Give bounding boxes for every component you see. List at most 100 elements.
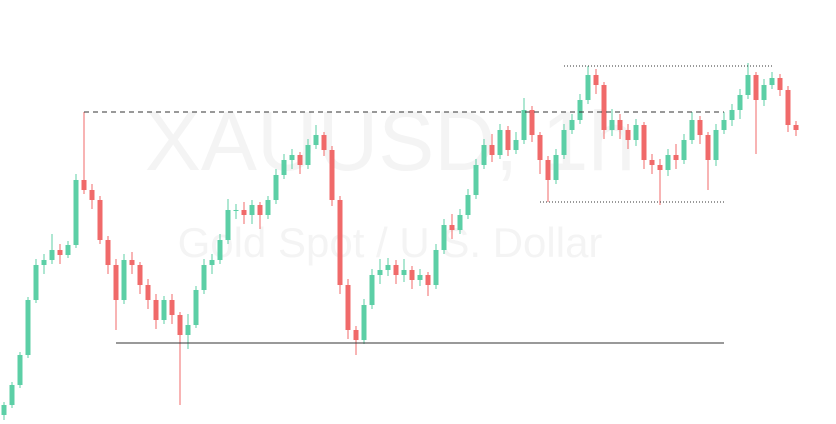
candle-body	[129, 260, 135, 265]
candle-body	[561, 130, 567, 155]
candle-body	[209, 260, 215, 265]
candle-body	[41, 260, 47, 265]
candle-body	[49, 250, 55, 260]
candle-body	[249, 205, 255, 215]
candle-body	[649, 160, 655, 165]
candle-body	[177, 315, 183, 335]
candle-body	[161, 300, 167, 320]
candle-body	[81, 180, 87, 190]
candle-body	[257, 205, 263, 215]
candle-body	[433, 250, 439, 285]
candle-body	[73, 180, 79, 245]
candle-body	[25, 300, 31, 355]
candle-body	[609, 120, 615, 130]
candle-body	[1, 405, 7, 415]
candle-body	[57, 250, 63, 255]
candle-body	[185, 325, 191, 335]
candle-body	[65, 245, 71, 255]
candle-body	[745, 75, 751, 95]
candle-body	[761, 85, 767, 100]
candle-body	[481, 145, 487, 165]
candle-body	[673, 155, 679, 160]
watermark-subtitle: Gold Spot / U.S. Dollar	[178, 219, 603, 266]
candle-body	[313, 135, 319, 145]
candle-body	[505, 130, 511, 150]
candle-body	[241, 210, 247, 215]
candle-body	[689, 120, 695, 140]
candle-body	[393, 265, 399, 275]
watermark-title: XAUUSD, 1h	[145, 94, 635, 188]
candle-body	[193, 290, 199, 325]
candle-body	[225, 210, 231, 240]
candle-body	[769, 78, 775, 85]
candle-body	[233, 210, 239, 211]
candle-body	[593, 75, 599, 85]
candle-body	[9, 385, 15, 405]
candle-body	[553, 155, 559, 180]
candle-body	[489, 145, 495, 155]
candle-body	[545, 160, 551, 180]
candle-body	[617, 120, 623, 130]
candle-body	[585, 75, 591, 100]
candle-body	[681, 140, 687, 160]
candle-body	[753, 75, 759, 100]
candle-body	[601, 85, 607, 130]
candle-body	[89, 190, 95, 200]
candle-body	[377, 270, 383, 275]
candle-body	[737, 95, 743, 110]
candle-body	[345, 285, 351, 330]
candle-body	[305, 145, 311, 165]
candle-body	[569, 120, 575, 130]
candle-body	[401, 270, 407, 275]
candle-body	[321, 135, 327, 150]
candle-body	[273, 175, 279, 200]
candle-body	[409, 270, 415, 280]
candle-body	[721, 120, 727, 130]
candle-body	[793, 125, 799, 130]
candle-body	[201, 265, 207, 290]
candle-body	[449, 225, 455, 230]
candle-body	[529, 110, 535, 135]
candle-body	[465, 195, 471, 215]
candle-body	[729, 110, 735, 120]
candle-body	[337, 200, 343, 285]
candle-body	[105, 240, 111, 265]
candle-body	[705, 135, 711, 160]
candle-body	[281, 160, 287, 175]
candle-body	[289, 155, 295, 160]
candle-body	[633, 125, 639, 140]
candle-body	[441, 225, 447, 250]
candle-body	[785, 90, 791, 125]
candle-body	[169, 300, 175, 315]
candle-body	[577, 100, 583, 120]
candle-body	[121, 260, 127, 300]
candle-body	[513, 140, 519, 150]
candle-body	[265, 200, 271, 215]
candle-body	[657, 165, 663, 170]
candle-body	[537, 135, 543, 160]
candle-body	[665, 155, 671, 170]
candle-body	[297, 155, 303, 165]
candle-body	[521, 110, 527, 140]
candle-body	[425, 275, 431, 285]
candle-body	[217, 240, 223, 260]
candle-body	[385, 265, 391, 270]
candle-body	[33, 265, 39, 300]
candle-body	[777, 78, 783, 90]
candle-body	[329, 150, 335, 200]
candle-body	[625, 130, 631, 140]
candle-body	[361, 305, 367, 340]
candle-body	[497, 130, 503, 155]
candle-body	[457, 215, 463, 230]
candle-body	[17, 355, 23, 385]
candle-body	[641, 125, 647, 160]
candle-body	[697, 120, 703, 135]
candle-body	[473, 165, 479, 195]
candle-body	[145, 285, 151, 300]
candle-body	[713, 130, 719, 160]
candle-body	[113, 265, 119, 300]
candle-body	[369, 275, 375, 305]
candle-body	[137, 265, 143, 285]
